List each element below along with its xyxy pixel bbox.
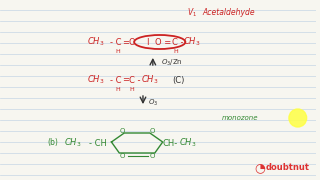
- Text: - C: - C: [110, 75, 122, 84]
- Text: =: =: [122, 75, 129, 84]
- Text: CH-: CH-: [163, 138, 178, 147]
- Text: H: H: [115, 87, 120, 91]
- Text: $V_{1}$: $V_{1}$: [187, 7, 197, 19]
- Text: - CH: - CH: [89, 138, 107, 147]
- Text: Acetaldehyde: Acetaldehyde: [202, 8, 255, 17]
- Text: $CH_3$: $CH_3$: [183, 36, 201, 48]
- Text: ◔: ◔: [254, 161, 265, 174]
- Text: C -: C -: [172, 37, 183, 46]
- Text: $O_3$: $O_3$: [148, 98, 158, 108]
- Text: $O_3$/Zn: $O_3$/Zn: [161, 58, 183, 68]
- Text: doubtnut: doubtnut: [265, 163, 309, 172]
- Text: (b): (b): [47, 138, 58, 147]
- Text: (C): (C): [172, 75, 185, 84]
- Text: H: H: [130, 87, 134, 91]
- Text: H: H: [115, 48, 120, 53]
- Text: O: O: [120, 128, 125, 134]
- Text: O: O: [149, 153, 155, 159]
- Text: $CH_3$: $CH_3$: [64, 137, 82, 149]
- Text: $CH_3$: $CH_3$: [141, 74, 158, 86]
- Text: C -: C -: [129, 75, 141, 84]
- Text: H: H: [173, 48, 178, 53]
- Text: O: O: [120, 153, 125, 159]
- Text: =O: =O: [122, 37, 136, 46]
- Text: O: O: [149, 128, 155, 134]
- Text: monozone: monozone: [222, 115, 258, 121]
- Text: - C: - C: [110, 37, 122, 46]
- Circle shape: [289, 109, 307, 127]
- Text: $CH_3$: $CH_3$: [87, 74, 104, 86]
- Text: O =: O =: [155, 37, 171, 46]
- Text: $CH_3$: $CH_3$: [180, 137, 197, 149]
- Text: I: I: [146, 37, 148, 46]
- Text: $CH_3$: $CH_3$: [87, 36, 104, 48]
